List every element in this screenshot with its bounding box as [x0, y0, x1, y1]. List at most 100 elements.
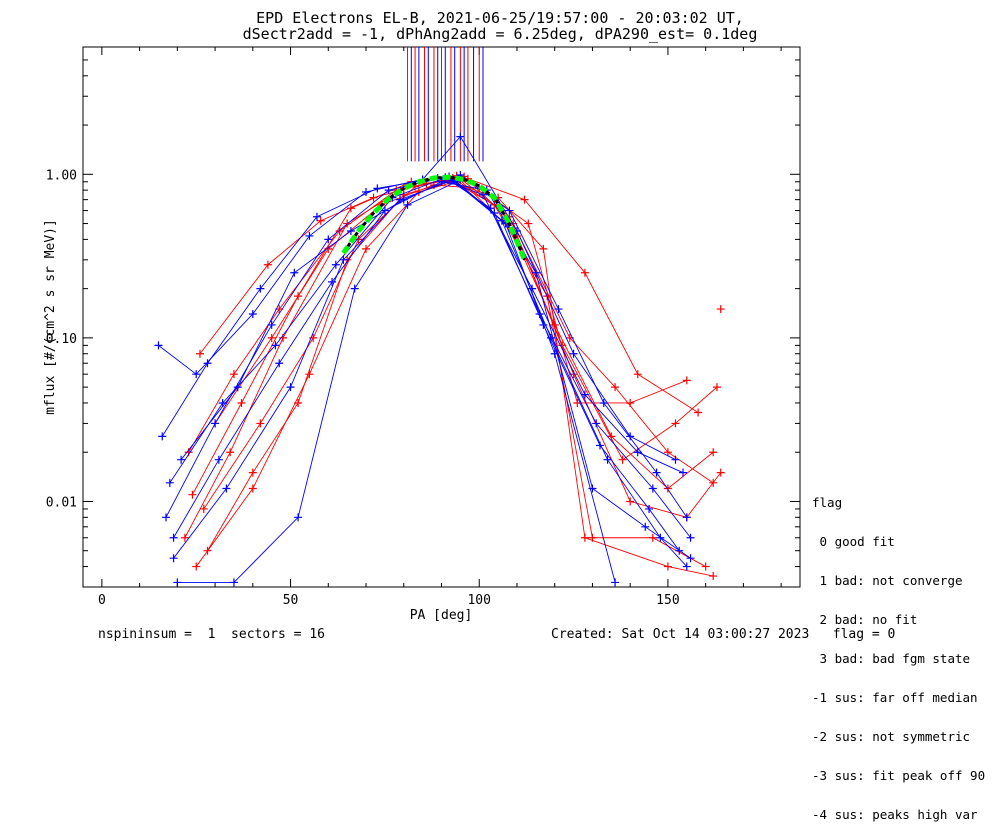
data-point: [580, 533, 589, 542]
data-point: [679, 468, 688, 477]
data-point: [528, 284, 537, 293]
data-point: [154, 341, 163, 350]
x-axis-label: PA [deg]: [410, 608, 473, 623]
legend-item: -4 sus: peaks high var: [812, 807, 978, 822]
data-point: [645, 504, 654, 513]
data-point: [641, 522, 650, 531]
data-point: [611, 578, 620, 587]
data-point: [599, 398, 608, 407]
legend-item: 0 good fit: [812, 534, 895, 549]
data-point: [712, 383, 721, 392]
data-point: [195, 349, 204, 358]
data-point: [162, 513, 171, 522]
y-axis-label: mflux [#/(cm^2 s sr MeV)]: [43, 219, 58, 415]
legend-item: 2 bad: no fit: [812, 612, 918, 627]
data-point: [633, 370, 642, 379]
data-point: [554, 305, 563, 314]
data-point: [682, 376, 691, 385]
data-point: [671, 419, 680, 428]
data-point: [595, 441, 604, 450]
legend-item: 1 bad: not converge: [812, 573, 963, 588]
data-point: [294, 398, 303, 407]
data-point: [305, 231, 314, 240]
data-point: [633, 448, 642, 457]
data-point: [192, 370, 201, 379]
flag-legend: flag 0 good fit 1 bad: not converge 2 ba…: [812, 470, 985, 834]
x-tick-label: 0: [98, 593, 106, 608]
data-point: [694, 408, 703, 417]
data-point: [603, 455, 612, 464]
data-point: [192, 562, 201, 571]
data-point: [180, 533, 189, 542]
data-point: [286, 383, 295, 392]
data-point: [663, 448, 672, 457]
data-point: [626, 497, 635, 506]
data-point: [362, 187, 371, 196]
data-point: [663, 484, 672, 493]
data-point: [256, 284, 265, 293]
data-point: [346, 227, 355, 236]
data-point: [671, 455, 680, 464]
x-tick-label: 50: [283, 593, 299, 608]
data-point: [648, 484, 657, 493]
data-point: [203, 546, 212, 555]
data-point: [256, 419, 265, 428]
data-point: [611, 383, 620, 392]
y-tick-label: 0.10: [46, 332, 77, 347]
data-point: [524, 219, 533, 228]
data-point: [290, 268, 299, 277]
data-point: [716, 305, 725, 314]
data-point: [384, 186, 393, 195]
chart-title-line2: dSectr2add = -1, dPhAng2add = 6.25deg, d…: [242, 25, 758, 43]
data-point: [229, 578, 238, 587]
data-point: [173, 578, 182, 587]
series-line: [199, 178, 699, 413]
data-point: [648, 533, 657, 542]
x-tick-label: 100: [467, 593, 490, 608]
data-point: [626, 432, 635, 441]
series-line: [165, 176, 691, 539]
data-point: [316, 216, 325, 225]
data-point: [248, 468, 257, 477]
data-point: [263, 260, 272, 269]
data-point: [328, 277, 337, 286]
data-point: [169, 554, 178, 563]
data-point: [569, 349, 578, 358]
data-point: [580, 268, 589, 277]
data-point: [531, 268, 540, 277]
data-point: [214, 455, 223, 464]
chart-plot: 0 50 100 150 0.01 0.10 1.00 PA [deg] mflux [#/…: [43, 46, 801, 623]
series-line: [203, 175, 714, 510]
chart-title-line1: EPD Electrons EL-B, 2021-06-25/19:57:00 …: [256, 9, 744, 27]
data-point: [177, 455, 186, 464]
data-point: [588, 484, 597, 493]
data-point: [229, 370, 238, 379]
data-point: [618, 455, 627, 464]
data-point: [248, 484, 257, 493]
data-point: [652, 468, 661, 477]
series-line: [169, 175, 680, 551]
data-point: [324, 244, 333, 253]
data-point: [211, 419, 220, 428]
legend-item: -2 sus: not symmetric: [812, 729, 971, 744]
data-point: [248, 309, 257, 318]
data-point: [312, 212, 321, 221]
data-point: [716, 468, 725, 477]
data-point: [305, 370, 314, 379]
data-point: [362, 244, 371, 253]
data-point: [539, 244, 548, 253]
series-line: [207, 181, 714, 577]
footer-left: nspininsum = 1 sectors = 16: [98, 627, 325, 642]
legend-item: 3 bad: bad fgm state: [812, 651, 971, 666]
data-point: [158, 432, 167, 441]
legend-item: -1 sus: far off median: [812, 690, 978, 705]
data-point: [479, 190, 488, 199]
data-point: [663, 562, 672, 571]
data-point: [324, 235, 333, 244]
data-point: [403, 200, 412, 209]
data-point: [709, 572, 718, 581]
data-point: [456, 132, 465, 141]
series-line: [195, 179, 722, 567]
data-point: [199, 504, 208, 513]
series-line: [161, 177, 684, 474]
